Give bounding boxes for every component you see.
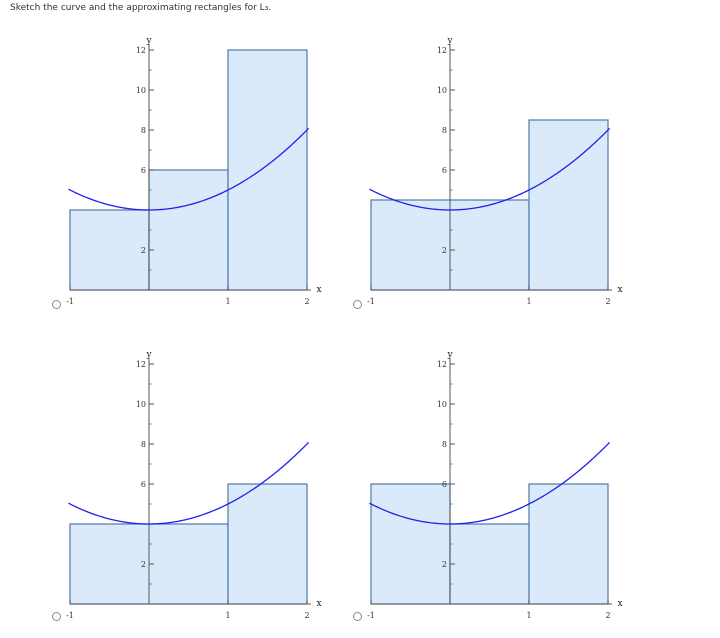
approx-rectangle: [69, 209, 150, 291]
y-tick-label: 10: [136, 86, 146, 95]
answer-option-d[interactable]: 2 6 8 10 12 -1 1 2 y x: [0, 0, 623, 621]
approx-rectangle: [449, 523, 530, 605]
y-tick-label: 8: [442, 126, 447, 135]
x-axis-label: x: [316, 285, 321, 295]
x-tick-label: -1: [367, 297, 375, 306]
answer-option-c[interactable]: 2 6 8 10 12 -1 1 2 y x: [0, 0, 322, 621]
y-tick-label: 12: [437, 360, 447, 369]
x-tick-label: -1: [66, 611, 74, 620]
radio-button[interactable]: [52, 300, 61, 309]
y-tick-label: 8: [442, 440, 447, 449]
x-tick-label: -1: [367, 611, 375, 620]
x-tick-label: -1: [66, 297, 74, 306]
radio-button[interactable]: [353, 300, 362, 309]
y-tick-label: 2: [442, 560, 447, 569]
question-prompt: Sketch the curve and the approximating r…: [10, 3, 272, 13]
y-tick-label: 6: [442, 166, 447, 175]
x-tick-label: 2: [605, 611, 610, 620]
x-axis-label: x: [316, 599, 321, 609]
y-tick-label: 8: [141, 126, 146, 135]
y-axis-label: y: [145, 350, 152, 360]
answer-option-a[interactable]: 2 6 8 10 12 -1 1 2 y x: [0, 0, 322, 320]
function-curve: [369, 441, 611, 525]
x-tick-label: 1: [225, 611, 230, 620]
x-tick-label: 2: [605, 297, 610, 306]
answer-option-b[interactable]: 2 6 8 10 12 -1 1 2 y x: [0, 0, 623, 320]
x-tick-label: 2: [304, 297, 309, 306]
y-axis-label: y: [446, 350, 453, 360]
y-tick-label: 12: [136, 360, 146, 369]
function-curve: [68, 127, 310, 211]
approx-rectangle: [528, 483, 609, 605]
y-axis-label: y: [446, 36, 453, 46]
approx-rectangle: [148, 169, 229, 291]
y-tick-label: 6: [442, 480, 447, 489]
x-tick-label: 1: [526, 297, 531, 306]
x-tick-label: 2: [304, 611, 309, 620]
function-curve: [68, 441, 310, 525]
y-tick-label: 10: [136, 400, 146, 409]
approx-rectangle: [370, 483, 451, 605]
y-tick-label: 10: [437, 400, 447, 409]
approx-rectangle: [227, 49, 308, 291]
radio-button[interactable]: [353, 612, 362, 621]
x-axis-label: x: [617, 285, 622, 295]
y-tick-label: 6: [141, 480, 146, 489]
x-tick-label: 1: [526, 611, 531, 620]
approx-rectangle: [528, 119, 609, 291]
function-curve: [369, 127, 611, 211]
x-axis-label: x: [617, 599, 622, 609]
x-tick-label: 1: [225, 297, 230, 306]
y-axis-label: y: [145, 36, 152, 46]
y-tick-label: 2: [442, 246, 447, 255]
approx-rectangle: [227, 483, 308, 605]
y-tick-label: 2: [141, 246, 146, 255]
y-tick-label: 12: [136, 46, 146, 55]
y-tick-label: 8: [141, 440, 146, 449]
y-tick-label: 12: [437, 46, 447, 55]
y-tick-label: 2: [141, 560, 146, 569]
radio-button[interactable]: [52, 612, 61, 621]
y-tick-label: 10: [437, 86, 447, 95]
y-tick-label: 6: [141, 166, 146, 175]
